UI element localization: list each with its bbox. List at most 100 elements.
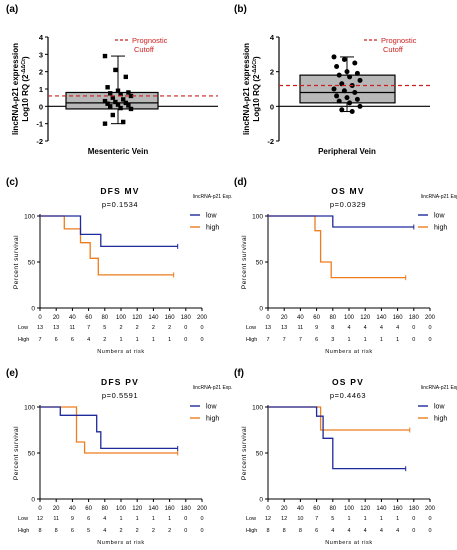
legend-line: Cutoff [134, 45, 155, 54]
risk-count-low: 6 [87, 516, 90, 522]
y-axis-label-superscript: -ΔΔCt [252, 59, 258, 75]
x-tick-label: 80 [329, 315, 336, 321]
y-tick-label: 50 [256, 451, 264, 458]
y-axis-label: lincRNA-p21 expression [242, 43, 251, 135]
legend-cutoff-label: Prognostic Cutoff [381, 36, 417, 54]
risk-count-low: 1 [152, 516, 155, 522]
p-value: p=0.5591 [102, 391, 138, 400]
x-tick-label: 20 [53, 506, 60, 512]
legend-label-low: low [434, 404, 445, 411]
legend-line: Prognostic [132, 36, 168, 45]
data-point [344, 69, 350, 75]
risk-count-high: 0 [412, 337, 415, 343]
y-axis-label-unit: Log10 RQ (2-ΔΔCt) [21, 56, 30, 122]
data-point [349, 109, 355, 115]
km-panel-c: (c) DFS MV p=0.1534 lincRNA-p21 Exp. low high… [6, 177, 232, 355]
x-tick-label: 80 [329, 506, 336, 512]
risk-count-low: 5 [331, 516, 334, 522]
x-tick-label: 200 [197, 315, 208, 321]
risk-row-label-low: Low [246, 325, 256, 331]
risk-count-high: 8 [299, 528, 302, 534]
survival-curve-low [40, 215, 178, 248]
risk-count-high: 1 [380, 337, 383, 343]
box-panel-a: (a) -2 -1 0 1 2 3 4 lincRNA-p21 expression Log10 … [6, 4, 218, 156]
y-tick-label: 100 [24, 405, 35, 412]
survival-curve-low [40, 406, 178, 450]
risk-row-label-high: High [246, 528, 257, 534]
x-tick-label: 60 [85, 506, 92, 512]
x-tick-label: 20 [281, 315, 288, 321]
x-tick-label: 140 [376, 506, 387, 512]
data-point [113, 67, 118, 73]
legend-title: lincRNA-p21 Exp. [193, 194, 232, 200]
data-point [331, 86, 337, 92]
risk-count-low: 13 [53, 325, 59, 331]
risk-count-low: 11 [53, 516, 59, 522]
chart-title: DFS PV [101, 377, 139, 387]
data-point [357, 103, 363, 109]
risk-count-low: 4 [380, 325, 383, 331]
risk-row-label-low: Low [246, 516, 256, 522]
data-point [115, 88, 121, 93]
risk-count-high: 1 [347, 337, 350, 343]
risk-count-high: 2 [103, 337, 106, 343]
y-axis-label: Percent survival [13, 426, 20, 480]
risk-count-low: 0 [412, 325, 415, 331]
y-tick-label: 0 [39, 102, 43, 111]
risk-row-label-high: High [18, 337, 29, 343]
data-point [102, 98, 108, 104]
risk-count-high: 4 [380, 528, 383, 534]
data-point [336, 72, 342, 78]
data-point [341, 88, 347, 94]
risk-count-high: 2 [168, 528, 171, 534]
x-tick-label: 200 [197, 506, 208, 512]
x-tick-label: 120 [360, 506, 371, 512]
risk-count-low: 2 [119, 325, 122, 331]
y-tick-label: 0 [31, 306, 35, 313]
y-tick-label: 100 [24, 214, 35, 221]
risk-count-high: 1 [136, 337, 139, 343]
data-point [118, 105, 123, 111]
data-point [108, 91, 113, 96]
y-tick-label: 3 [39, 50, 43, 59]
data-point [336, 98, 342, 104]
risk-count-low: 0 [412, 516, 415, 522]
p-value: p=0.1534 [102, 200, 138, 209]
panel-label: (e) [6, 368, 18, 379]
y-tick-label: 0 [270, 102, 274, 111]
risk-count-high: 7 [299, 337, 302, 343]
chart-title: OS PV [332, 377, 364, 387]
risk-count-low: 1 [364, 516, 367, 522]
legend-label-low: low [206, 213, 217, 220]
risk-count-low: 1 [396, 516, 399, 522]
x-tick-label: 100 [116, 506, 127, 512]
risk-count-low: 8 [331, 325, 334, 331]
risk-count-low: 7 [87, 325, 90, 331]
y-tick-label: -2 [36, 137, 43, 146]
data-point [123, 74, 128, 80]
x-tick-label: 100 [344, 315, 355, 321]
risk-count-low: 7 [315, 516, 318, 522]
risk-count-high: 7 [283, 337, 286, 343]
x-tick-label: 100 [116, 315, 127, 321]
risk-count-high: 4 [396, 528, 399, 534]
risk-count-low: 9 [315, 325, 318, 331]
y-tick-label: 4 [39, 33, 44, 42]
risk-count-high: 8 [55, 528, 58, 534]
y-tick-label: 50 [28, 451, 36, 458]
data-point [121, 119, 126, 125]
x-tick-label: 0 [38, 506, 42, 512]
risk-count-high: 1 [152, 337, 155, 343]
x-tick-label: 160 [165, 506, 176, 512]
x-tick-label: 120 [132, 506, 143, 512]
x-tick-label: 120 [132, 315, 143, 321]
legend-cutoff-label: Prognostic Cutoff [132, 36, 168, 54]
risk-count-high: 4 [347, 528, 350, 534]
x-tick-label: 200 [425, 506, 436, 512]
data-point [341, 57, 347, 63]
km-panel-f: (f) OS PV p=0.4463 lincRNA-p21 Exp. low high 0… [234, 368, 457, 546]
y-axis-label-close: ) [21, 56, 30, 59]
chart-title: OS MV [331, 186, 364, 196]
y-tick-label: 0 [259, 306, 263, 313]
